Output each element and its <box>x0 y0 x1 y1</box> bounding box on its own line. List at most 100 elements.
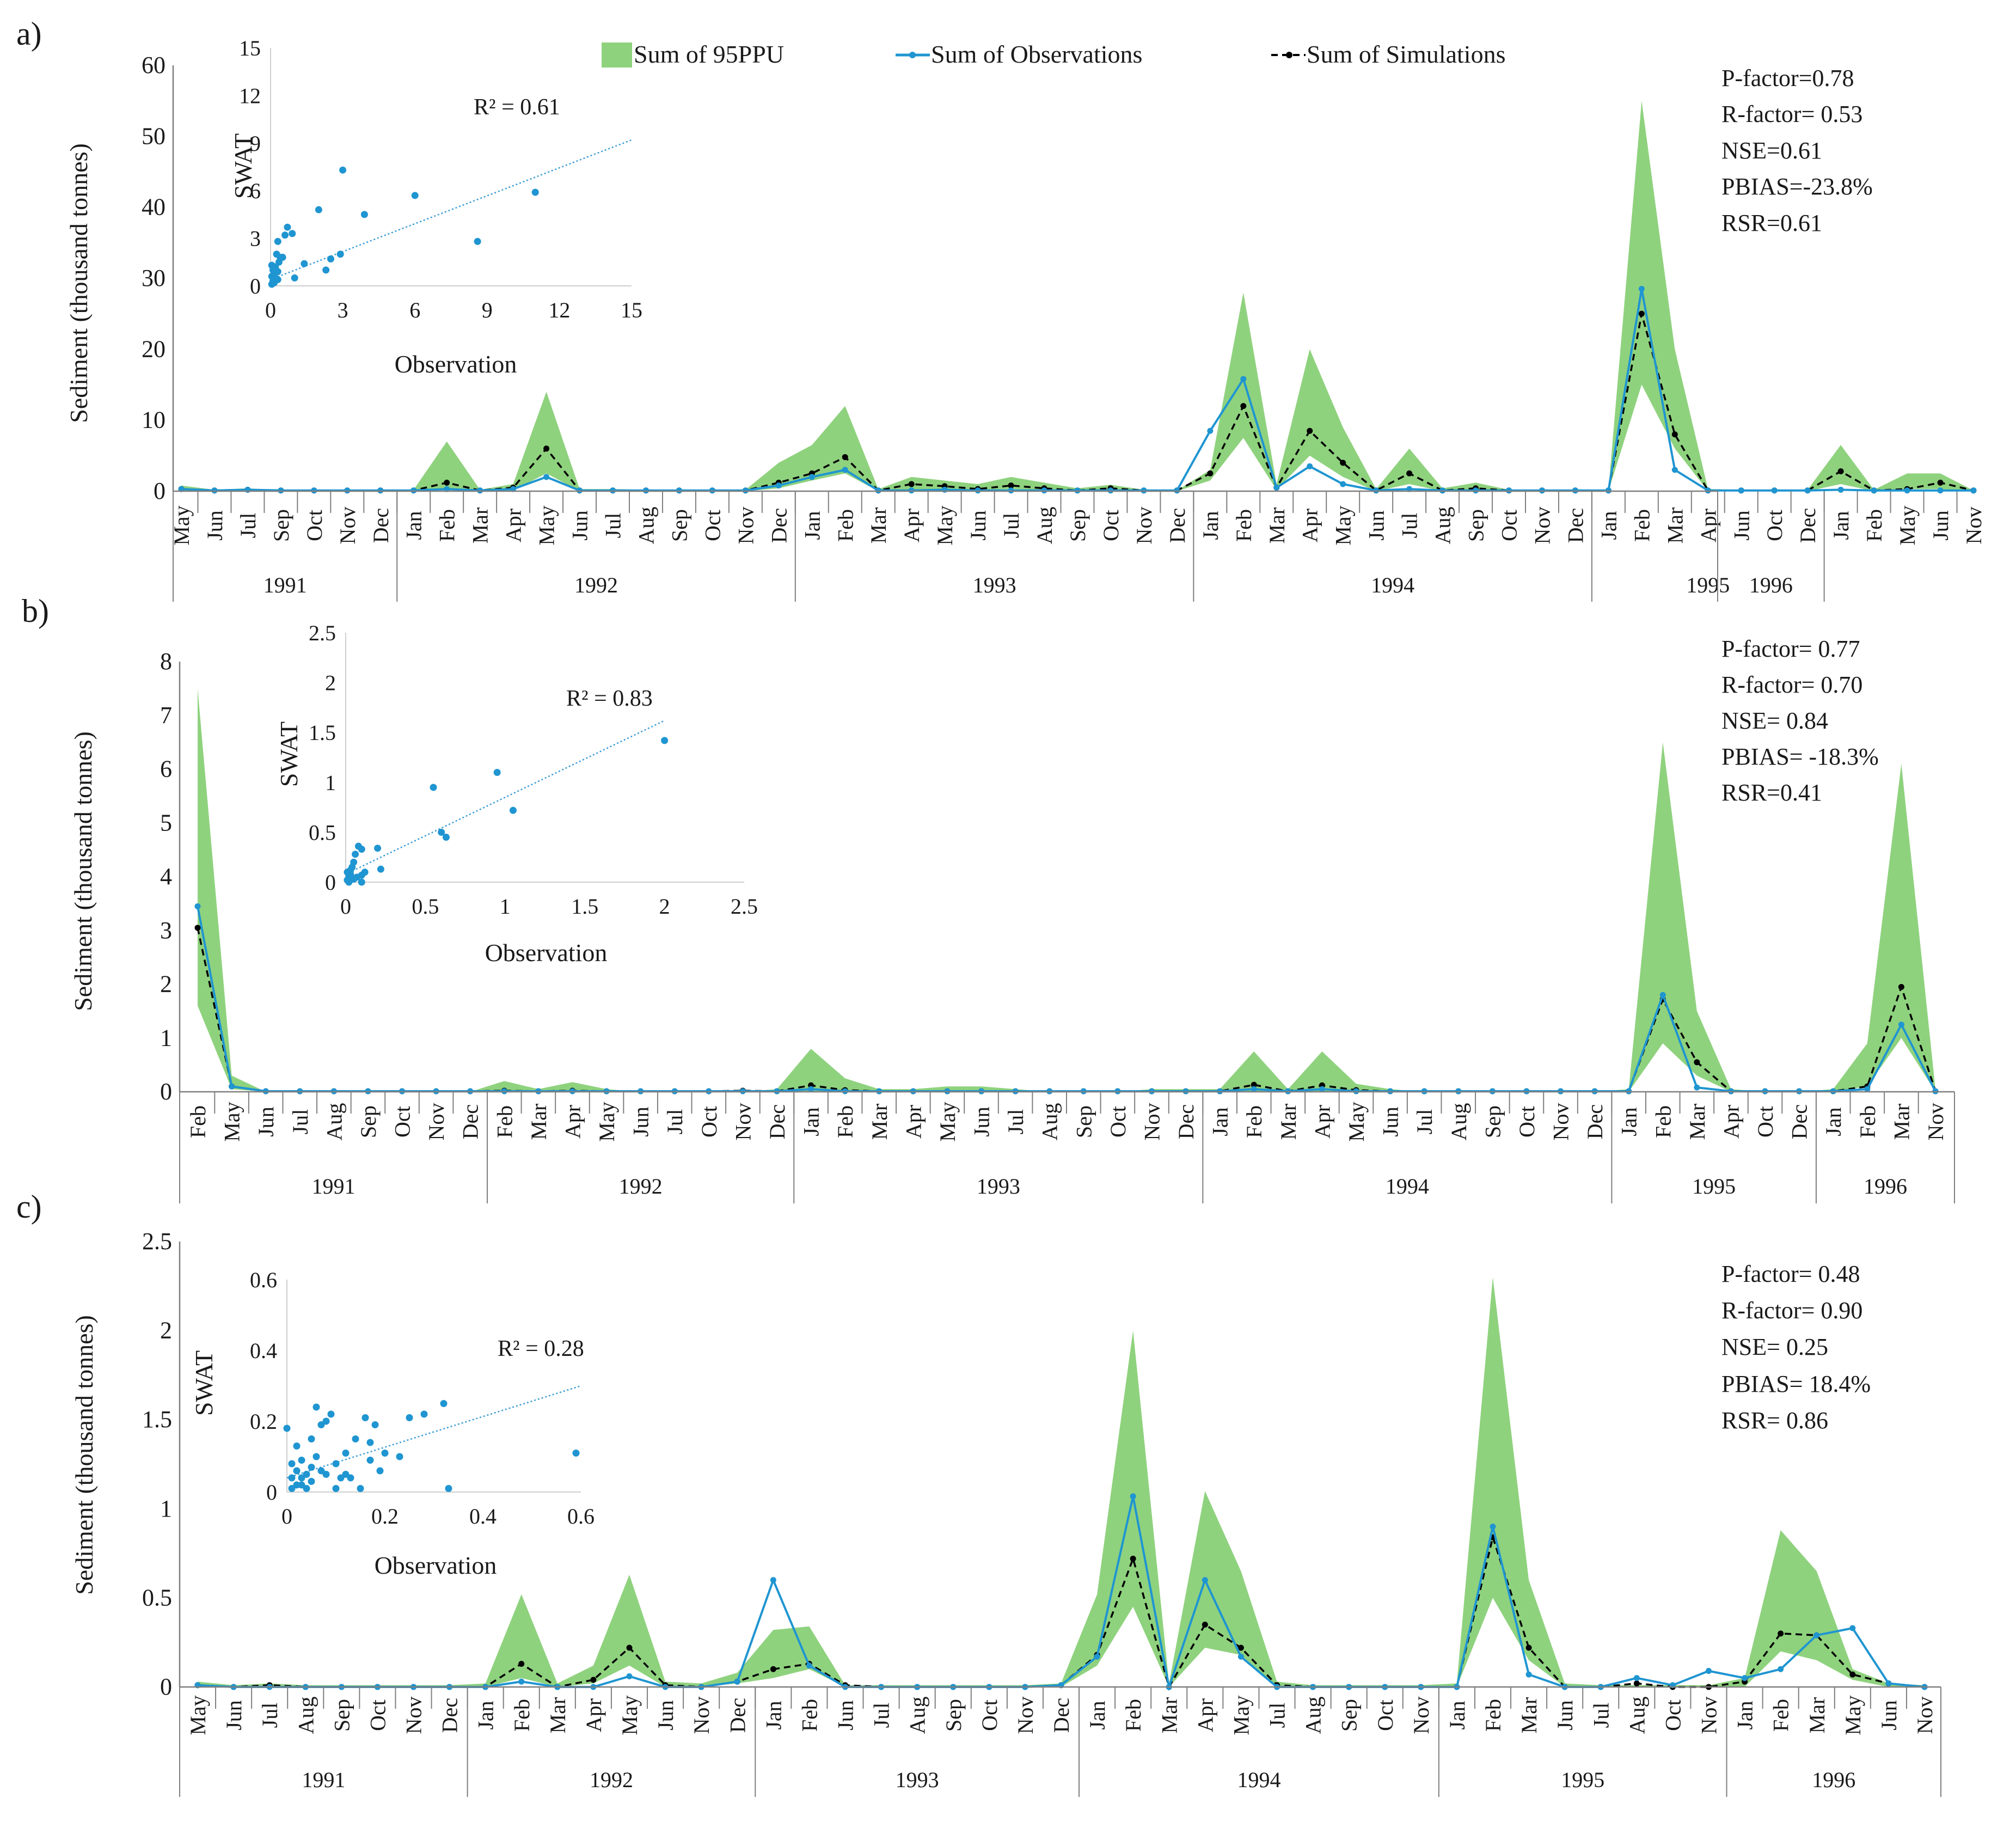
panel-c-month-label: Jul <box>869 1703 894 1728</box>
panel-a-inset-point <box>289 230 296 237</box>
panel-c-ytick-label: 1.5 <box>142 1406 172 1433</box>
panel-c-month-label: Mar <box>1517 1697 1541 1734</box>
panel-a-simulation-point <box>543 445 550 452</box>
panel-a-inset-ytick-label: 6 <box>250 179 261 203</box>
panel-c-month-label: Mar <box>1157 1697 1181 1734</box>
panel-a-month-label: May <box>1895 505 1920 545</box>
panel-c-month-label: Nov <box>1013 1697 1038 1734</box>
panel-a-observation-point <box>1771 487 1778 494</box>
panel-a-month-label: Jun <box>1729 510 1754 541</box>
panel-c-inset-r2: R² = 0.28 <box>498 1336 584 1361</box>
panel-c-simulation-point <box>1202 1621 1208 1628</box>
panel-a-observation-point <box>1041 487 1047 494</box>
panel-a-inset-xlabel: Observation <box>395 350 517 378</box>
panel-b-observation-point <box>229 1083 235 1090</box>
panel-a-month-label: Jul <box>601 513 626 539</box>
panel-b-month-label: May <box>1344 1102 1369 1141</box>
panel-c-ppu-band <box>198 1277 1925 1687</box>
panel-b-month-label: Mar <box>1889 1104 1914 1140</box>
panel-a-simulation-point <box>1307 427 1313 434</box>
panel-b-month-label: Sep <box>356 1105 381 1138</box>
panel-b-month-label: Sep <box>1071 1105 1096 1138</box>
panel-a-month-label: May <box>933 505 957 545</box>
panel-c-inset-point <box>342 1450 350 1457</box>
panel-c-inset-point <box>322 1417 330 1425</box>
panel-b-inset-point <box>430 784 437 791</box>
panel-a-inset-point <box>327 255 334 262</box>
panel-c-inset-point <box>332 1460 340 1468</box>
panel-c-stat-r-factor: R-factor= 0.90 <box>1721 1297 1862 1324</box>
panel-a-inset-point <box>274 268 281 276</box>
panel-a-month-label: Feb <box>435 509 459 542</box>
panel-a-observation-point <box>1506 487 1512 494</box>
panel-c-month-label: Aug <box>293 1697 318 1734</box>
panel-a-month-label: Sep <box>667 509 691 542</box>
panel-b-inset-xtick-label: 1 <box>500 894 511 919</box>
panel-a-observation-point <box>1240 376 1247 382</box>
panel-c-month-label: Dec <box>725 1698 750 1733</box>
panel-b-month-label: Aug <box>1447 1103 1471 1141</box>
panel-a-observation-point <box>543 474 550 480</box>
panel-a-observation-point <box>1638 286 1645 292</box>
panel-b-month-label: Dec <box>458 1104 483 1139</box>
panel-c-inset-point <box>366 1457 374 1464</box>
panel-b-ytick-label: 4 <box>160 863 172 890</box>
legend: Sum of 95PPU Sum of Observations Sum of … <box>602 40 1505 68</box>
panel-a-simulation-point <box>1638 310 1645 317</box>
panel-a-observation-point <box>1340 481 1346 487</box>
panel-a-observation-point <box>1141 487 1147 494</box>
panel-b-stats: P-factor= 0.77 R-factor= 0.70 NSE= 0.84 … <box>1721 635 1879 806</box>
panel-c-inset-point <box>293 1481 301 1489</box>
panel-a-observation-point <box>1207 427 1214 434</box>
panel-c-observations-line <box>197 1496 1925 1691</box>
panel-c-observation-point <box>1742 1675 1748 1682</box>
legend-sim-marker <box>1286 52 1292 58</box>
panel-a-observation-point <box>610 487 616 494</box>
panel-b-month-label: Jan <box>1821 1107 1846 1136</box>
panel-b-month-label: Jul <box>1003 1109 1028 1135</box>
panel-b-observation-point <box>1659 992 1666 998</box>
panel-a-month-label: Dec <box>1796 508 1820 543</box>
panel-c-month-label: May <box>1841 1695 1865 1735</box>
panel-a-label: a) <box>16 16 42 52</box>
panel-c-month-label: Sep <box>941 1699 966 1732</box>
panel-c-inset-point <box>288 1474 296 1482</box>
panel-a-observation-point <box>477 487 483 494</box>
panel-b-inset-point <box>350 858 358 866</box>
panel-c-ylabel: Sediment (thousand tonnes) <box>70 1315 98 1595</box>
panel-c-observation-point <box>1849 1625 1856 1631</box>
panel-c-inset-point <box>303 1471 310 1478</box>
panel-a-observation-point <box>278 487 284 494</box>
panel-b-inset-trendline <box>345 720 665 875</box>
panel-a-inset-xtick-label: 6 <box>409 298 420 322</box>
panel-c-inset-point <box>288 1485 296 1492</box>
panel-c-month-label: Nov <box>689 1697 714 1734</box>
panel-c-month-label: Jan <box>1445 1701 1469 1729</box>
panel-c-month-label: Jul <box>1589 1703 1613 1728</box>
panel-c-month-label: Feb <box>1481 1699 1505 1732</box>
panel-c-observation-point <box>626 1673 633 1679</box>
panel-b-month-label: Oct <box>390 1106 415 1138</box>
panel-a-inset-point <box>268 261 275 269</box>
panel-c-month-label: Oct <box>1373 1699 1398 1731</box>
panel-c-month-label: Jun <box>222 1700 246 1731</box>
panel-a-month-label: Feb <box>1231 509 1256 542</box>
panel-b-month-label: Nov <box>731 1103 755 1141</box>
panel-a-observation-point <box>1671 467 1678 473</box>
panel-a-month-label: Dec <box>767 508 791 543</box>
panel-c-inset-point <box>420 1410 428 1418</box>
panel-b-year-label: 1992 <box>619 1174 663 1199</box>
panel-b-month-label: Jan <box>1208 1107 1233 1136</box>
panel-b-inset-xtick-label: 1.5 <box>571 894 598 919</box>
panel-a-inset-ytick-label: 9 <box>250 131 261 156</box>
panel-a-month-label: Jan <box>1198 511 1223 540</box>
panel-a-inset-point <box>291 274 298 282</box>
panel-b-month-label: May <box>935 1102 960 1141</box>
panel-a-observation-point <box>1705 487 1711 494</box>
panel-b-month-label: Apr <box>1310 1105 1334 1139</box>
panel-b-month-label: Oct <box>1515 1106 1539 1138</box>
legend-band-label: Sum of 95PPU <box>634 40 784 68</box>
panel-b-month-label: Jan <box>799 1107 824 1136</box>
panel-c-inset-ytick-label: 0.4 <box>250 1338 277 1363</box>
panel-a-month-label: Jul <box>236 513 260 539</box>
